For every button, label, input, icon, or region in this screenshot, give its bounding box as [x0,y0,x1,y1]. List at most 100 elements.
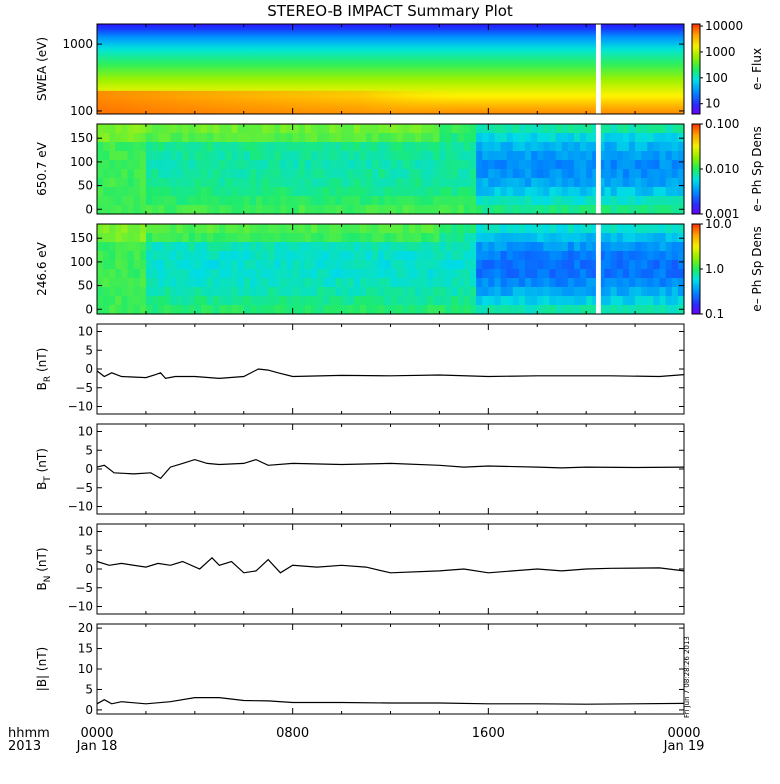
pitch-angle-cell [390,269,398,279]
pitch-angle-cell [182,151,190,161]
pitch-angle-cell [451,287,459,297]
pitch-angle-cell [671,133,679,143]
pitch-angle-cell [323,287,330,297]
pitch-angle-cell [378,196,385,206]
pitch-angle-cell [635,287,642,297]
pitch-angle-cell [549,251,557,261]
pitch-angle-cell [641,169,648,179]
pitch-angle-cell [152,224,159,234]
pitch-angle-cell [353,305,361,315]
pitch-angle-cell [476,251,483,261]
pitch-angle-cell [268,269,275,279]
pitch-angle-cell [384,205,392,215]
pitch-angle-cell [427,242,434,252]
pitch-angle-cell [622,178,630,188]
pitch-angle-cell [359,224,367,234]
pitch-angle-cell [525,169,532,179]
pitch-angle-cell [359,269,367,279]
pitch-angle-cell [341,133,349,143]
pitch-angle-cell [500,296,508,306]
pitch-angle-cell [97,178,104,188]
pitch-angle-cell [580,269,587,279]
pitch-angle-cell [329,178,337,188]
pitch-angle-cell [384,224,392,234]
pitch-angle-cell [463,278,471,288]
pitch-angle-cell [243,169,251,179]
pitch-angle-cell [170,169,178,179]
pitch-angle-cell [647,278,655,288]
pitch-angle-cell [280,242,288,252]
pitch-angle-cell [665,196,673,206]
pitch-angle-cell [292,269,300,279]
pitch-angle-cell [292,260,300,270]
pitch-angle-cell [457,160,465,170]
pitch-angle-cell [145,169,153,179]
pitch-angle-cell [182,269,190,279]
pitch-angle-cell [249,278,257,288]
pitch-angle-cell [121,251,129,261]
pitch-angle-cell [359,178,367,188]
pitch-angle-cell [219,269,226,279]
pitch-angle-cell [366,278,373,288]
pitch-angle-cell [512,196,520,206]
pitch-angle-cell [384,196,392,206]
pitch-angle-cell [109,133,116,143]
pitch-angle-cell [200,278,208,288]
pitch-angle-cell [225,178,233,188]
pitch-angle-cell [188,205,196,215]
pitch-angle-cell [567,296,575,306]
pitch-angle-cell [188,196,196,206]
pitch-angle-cell [433,287,441,297]
pitch-angle-cell [372,296,379,306]
pitch-angle-cell [274,233,282,243]
pitch-angle-cell [622,205,630,215]
pitch-angle-cell [586,224,593,234]
pitch-angle-cell [372,260,379,270]
pitch-angle-cell [335,169,343,179]
colorbar-tick-label: 1000 [705,45,736,59]
pitch-angle-cell [121,133,129,143]
pitch-angle-cell [463,196,471,206]
pitch-angle-cell [549,287,557,297]
pitch-angle-cell [164,296,171,306]
pitch-angle-cell [158,178,165,188]
pitch-angle-cell [219,196,226,206]
pitch-angle-cell [653,124,661,134]
pitch-angle-cell [506,151,514,161]
pitch-angle-cell [127,278,135,288]
pitch-angle-cell [152,187,159,197]
pitch-angle-cell [384,269,392,279]
pitch-angle-cell [231,133,239,143]
pitch-angle-cell [635,196,642,206]
pitch-angle-cell [525,142,532,152]
pitch-angle-cell [109,224,116,234]
pitch-angle-cell [152,269,159,279]
pitch-angle-cell [317,287,324,297]
pitch-angle-cell [158,260,165,270]
pitch-angle-cell [433,187,441,197]
pitch-angle-cell [323,133,330,143]
pitch-angle-cell [145,242,153,252]
pitch-angle-cell [262,260,269,270]
pitch-angle-cell [445,133,453,143]
y-tick-label: 100 [70,155,93,169]
pitch-angle-cell [249,151,257,161]
pitch-angle-cell [255,196,263,206]
pitch-angle-cell [665,224,673,234]
pitch-angle-cell [433,224,441,234]
pitch-angle-cell [274,269,282,279]
pitch-angle-cell [109,169,116,179]
pitch-angle-cell [390,169,398,179]
pitch-angle-cell [622,142,630,152]
pitch-angle-cell [604,260,612,270]
pitch-angle-cell [494,269,502,279]
pitch-angle-cell [280,151,288,161]
pitch-angle-cell [335,160,343,170]
pitch-angle-cell [427,224,434,234]
pitch-angle-cell [237,169,245,179]
pitch-angle-cell [347,187,355,197]
pitch-angle-cell [304,124,312,134]
pitch-angle-cell [457,178,465,188]
pitch-angle-cell [500,142,508,152]
